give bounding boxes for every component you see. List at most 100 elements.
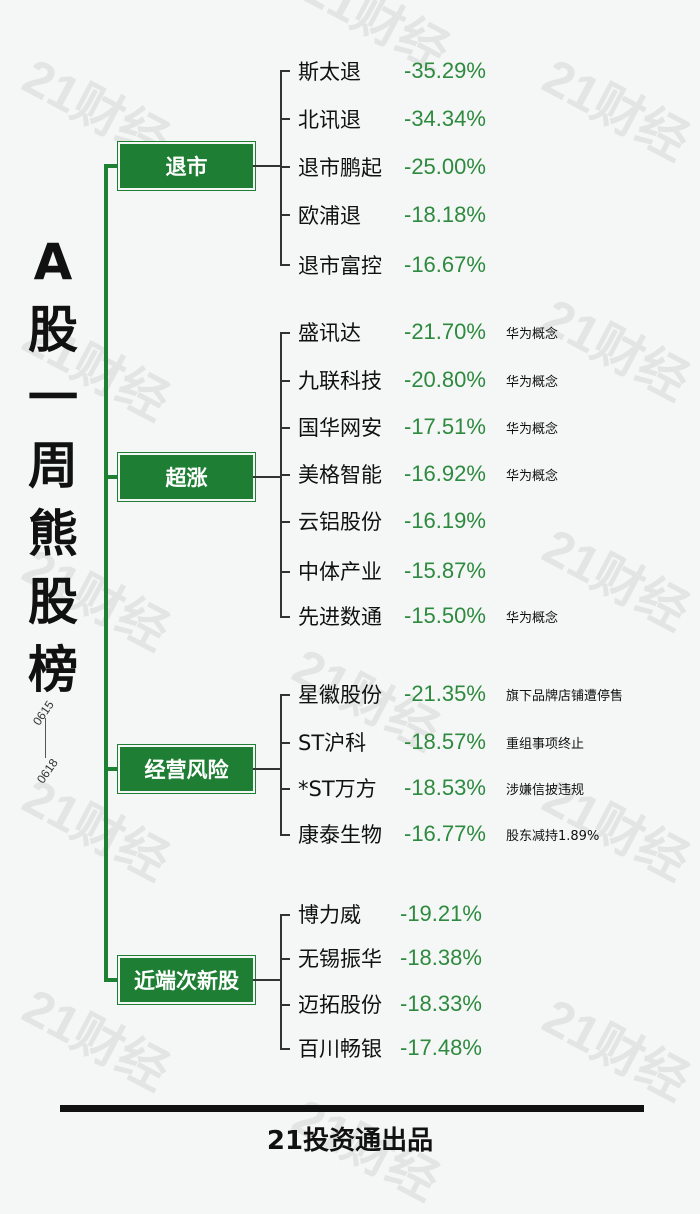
stock-change: -16.19%: [404, 508, 486, 533]
list-item: 斯太退 -35.29%: [298, 56, 486, 86]
title-char: 一: [28, 369, 78, 427]
item-tick: [280, 264, 290, 266]
title-char: 股: [28, 573, 78, 631]
date-divider: [45, 718, 46, 758]
item-tick: [280, 571, 290, 573]
spine-branch: [104, 475, 122, 479]
item-tick: [280, 958, 290, 960]
list-item: 美格智能 -16.92% 华为概念: [298, 459, 558, 489]
item-tick: [280, 427, 290, 429]
item-tick: [280, 1048, 290, 1050]
stock-change: -34.34%: [404, 106, 486, 131]
stock-note: 华为概念: [506, 610, 559, 626]
list-item: ST沪科 -18.57% 重组事项终止: [298, 727, 584, 757]
list-item: 百川畅银 -17.48%: [298, 1033, 482, 1063]
footer-credit: 21投资通出品: [266, 1126, 434, 1156]
box-connector: [253, 768, 280, 770]
list-item: 国华网安 -17.51% 华为概念: [298, 412, 558, 442]
list-item: 中体产业 -15.87%: [298, 556, 486, 586]
list-item: 退市富控 -16.67%: [298, 250, 486, 280]
stock-note: 股东减持1.89%: [506, 828, 600, 844]
box-connector: [253, 165, 280, 167]
spine-branch: [104, 164, 122, 168]
stock-change: -15.87%: [404, 558, 486, 583]
stock-change: -18.38%: [400, 945, 482, 970]
stock-name: 国华网安: [298, 416, 382, 440]
bracket-line: [280, 694, 282, 836]
title-char: 榜: [28, 641, 78, 699]
list-item: 博力威 -19.21%: [298, 899, 482, 929]
stock-note: 涉嫌信披违规: [506, 782, 585, 798]
stock-name: 北讯退: [298, 108, 361, 132]
stock-change: -20.80%: [404, 367, 486, 392]
stock-name: 无锡振华: [298, 947, 382, 971]
stock-note: 华为概念: [506, 421, 559, 437]
list-item: *ST万方 -18.53% 涉嫌信披违规: [298, 773, 584, 803]
list-item: 退市鹏起 -25.00%: [298, 152, 486, 182]
box-connector: [253, 979, 280, 981]
category-overheated: 超涨: [120, 455, 253, 499]
list-item: 康泰生物 -16.77% 股东减持1.89%: [298, 819, 599, 849]
stock-name: 博力威: [298, 903, 361, 927]
bracket-line: [280, 70, 282, 266]
item-tick: [280, 118, 290, 120]
bracket-line: [280, 914, 282, 1050]
stock-change: -35.29%: [404, 58, 486, 83]
stock-name: 星徽股份: [298, 683, 382, 707]
stock-change: -16.67%: [404, 252, 486, 277]
category-operational-risk: 经营风险: [120, 747, 253, 791]
stock-change: -21.70%: [404, 319, 486, 344]
stock-name: *ST万方: [298, 777, 377, 801]
box-connector: [253, 476, 280, 478]
stock-name: 退市鹏起: [298, 156, 382, 180]
stock-name: 百川畅银: [298, 1037, 382, 1061]
title-char: 熊: [28, 505, 78, 563]
watermark: 21财经: [534, 48, 698, 171]
watermark: 21财经: [534, 988, 698, 1111]
stock-name: 欧浦退: [298, 204, 361, 228]
item-tick: [280, 694, 290, 696]
title-char: A: [33, 233, 73, 291]
stock-change: -16.77%: [404, 821, 486, 846]
stock-name: 盛讯达: [298, 321, 361, 345]
list-item: 云铝股份 -16.19%: [298, 506, 486, 536]
item-tick: [280, 214, 290, 216]
stock-note: 重组事项终止: [506, 736, 585, 752]
title-char: 股: [28, 301, 78, 359]
item-tick: [280, 521, 290, 523]
item-tick: [280, 380, 290, 382]
stock-name: 退市富控: [298, 254, 382, 278]
tree-spine: [104, 164, 108, 982]
item-tick: [280, 166, 290, 168]
stock-name: 康泰生物: [298, 823, 382, 847]
stock-note: 华为概念: [506, 468, 559, 484]
item-tick: [280, 1004, 290, 1006]
stock-name: 云铝股份: [298, 510, 382, 534]
stock-change: -19.21%: [400, 901, 482, 926]
spine-branch: [104, 978, 122, 982]
stock-name: 九联科技: [298, 369, 382, 393]
stock-change: -21.35%: [404, 681, 486, 706]
stock-name: 先进数通: [298, 605, 382, 629]
stock-note: 华为概念: [506, 374, 559, 390]
list-item: 盛讯达 -21.70% 华为概念: [298, 317, 558, 347]
date-end: 0618: [33, 756, 61, 786]
item-tick: [280, 616, 290, 618]
stock-change: -17.48%: [400, 1035, 482, 1060]
stock-name: ST沪科: [298, 731, 367, 755]
list-item: 迈拓股份 -18.33%: [298, 989, 482, 1019]
stock-change: -15.50%: [404, 603, 486, 628]
stock-note: 华为概念: [506, 326, 559, 342]
list-item: 欧浦退 -18.18%: [298, 200, 486, 230]
stock-change: -25.00%: [404, 154, 486, 179]
page-title: A 股 一 周 熊 股 榜: [20, 228, 86, 704]
list-item: 九联科技 -20.80% 华为概念: [298, 365, 558, 395]
stock-name: 斯太退: [298, 60, 361, 84]
category-recent-ipo: 近端次新股: [120, 958, 253, 1002]
list-item: 北讯退 -34.34%: [298, 104, 486, 134]
stock-change: -16.92%: [404, 461, 486, 486]
stock-change: -18.33%: [400, 991, 482, 1016]
footer-divider: [60, 1105, 644, 1112]
title-char: 周: [28, 437, 78, 495]
stock-change: -18.53%: [404, 775, 486, 800]
